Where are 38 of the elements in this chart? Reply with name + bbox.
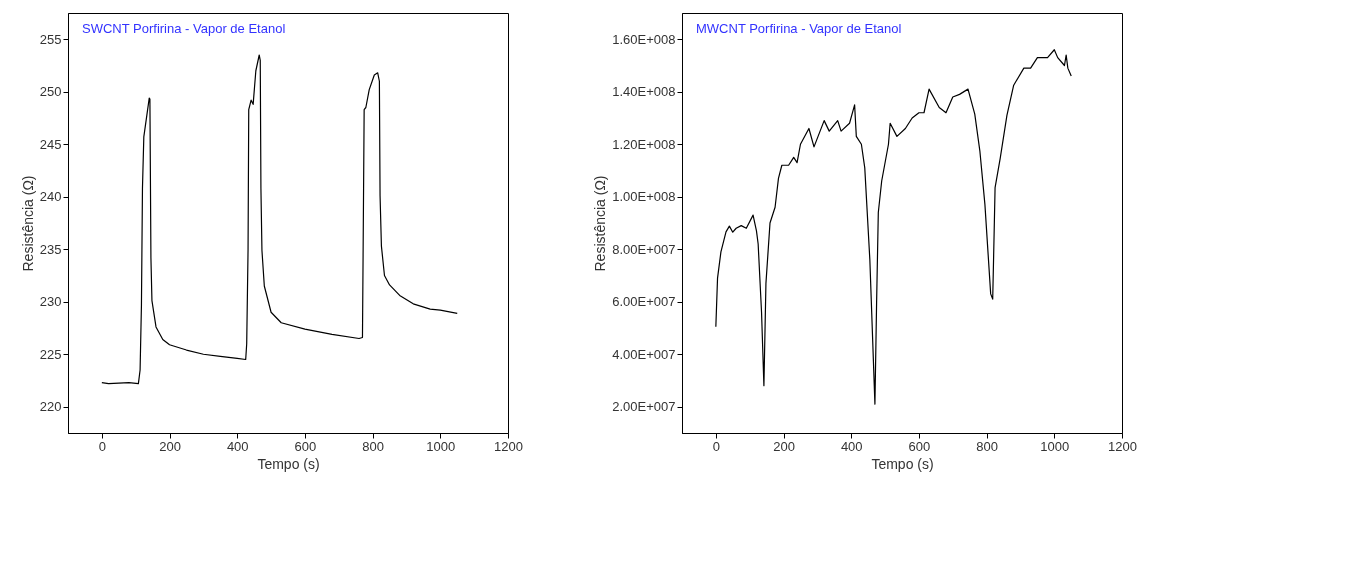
x-tick-label: 600 (908, 438, 931, 454)
y-tick-label: 245 (39, 136, 62, 152)
y-tick-label: 230 (39, 294, 62, 310)
x-tick-label: 0 (712, 438, 720, 454)
y-tick-label: 235 (39, 241, 62, 257)
x-tick-label: 800 (362, 438, 384, 454)
y-tick-label: 8.00E+007 (612, 241, 676, 257)
x-tick-label: 1200 (1108, 438, 1137, 454)
x-tick-label: 1000 (1040, 438, 1070, 454)
line-series (715, 49, 1072, 405)
y-tick-label: 220 (39, 399, 62, 415)
y-tick-label: 4.00E+007 (612, 346, 676, 362)
x-axis-title: Tempo (s) (257, 455, 320, 472)
y-tick-label: 250 (39, 84, 62, 100)
text: SWCNT Porfirina - Vapor de Etanol (82, 21, 286, 36)
y-tick-label: 6.00E+007 (612, 294, 676, 310)
y-tick-label: 240 (39, 189, 62, 205)
x-tick-label: 600 (294, 438, 317, 454)
line-series (101, 54, 458, 385)
x-tick-label: 200 (159, 438, 181, 454)
x-tick-label: 400 (226, 438, 249, 454)
x-axis-title: Tempo (s) (871, 455, 934, 472)
x-tick-label: 0 (98, 438, 106, 454)
text: MWCNT Porfirina - Vapor de Etanol (696, 21, 902, 36)
y-tick-label: 225 (39, 346, 62, 362)
y-tick-label: 1.00E+008 (612, 189, 676, 205)
y-axis-title: Resistência (Ω) (592, 175, 609, 272)
y-tick-label: 1.60E+008 (612, 31, 676, 47)
y-axis-title: Resistência (Ω) (19, 175, 36, 272)
x-tick-label: 1000 (426, 438, 456, 454)
y-tick-label: 1.20E+008 (612, 136, 676, 152)
x-tick-label: 400 (840, 438, 863, 454)
x-tick-label: 800 (976, 438, 998, 454)
y-tick-label: 2.00E+007 (612, 399, 676, 415)
x-tick-label: 200 (773, 438, 795, 454)
y-tick-label: 255 (39, 31, 62, 47)
x-tick-label: 1200 (494, 438, 523, 454)
y-tick-label: 1.40E+008 (612, 84, 676, 100)
